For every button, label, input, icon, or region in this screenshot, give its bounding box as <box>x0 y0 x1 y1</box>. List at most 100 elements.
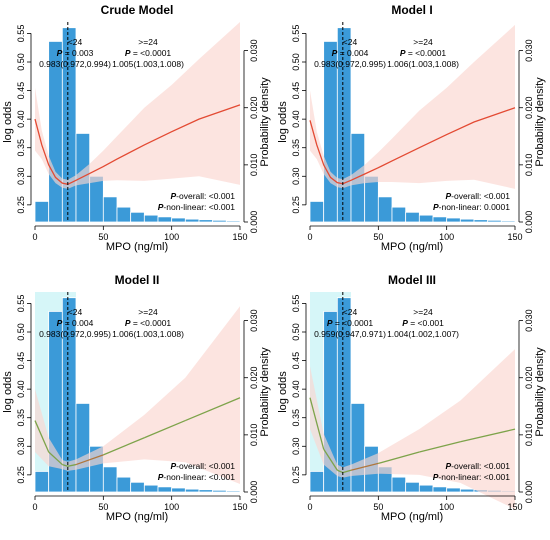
y2-tick-label: 0.010 <box>249 424 259 447</box>
histogram-bar <box>61 27 77 223</box>
annot-right-p-label: P <box>402 318 408 328</box>
annot-right-group: >=24 <box>413 307 433 317</box>
y2-tick-label: 0.010 <box>524 154 534 177</box>
y2-tick-label: 0.010 <box>524 424 534 447</box>
annot-left-group: <24 <box>343 37 358 47</box>
spline-segment <box>350 462 379 471</box>
histogram-bar <box>102 466 118 493</box>
y2-tick-label: 0.030 <box>524 309 534 332</box>
annot-left-or: 0.983(0.972,0.995) <box>39 329 111 339</box>
y-tick-label: 0.25 <box>291 466 301 484</box>
y2-tick-label: 0.020 <box>524 96 534 119</box>
confidence-band <box>35 306 240 484</box>
histogram-bar <box>143 214 159 223</box>
panel-title: Crude Model <box>101 3 174 17</box>
y-tick-label: 0.45 <box>291 82 301 100</box>
p-nonlinear-label: P <box>158 472 164 482</box>
histogram-bar <box>364 175 379 223</box>
y-tick-label: 0.55 <box>291 295 301 313</box>
histogram-bar <box>391 476 407 493</box>
annot-right-or: 1.004(1.002,1.007) <box>387 329 459 339</box>
y2-tick-label: 0.000 <box>249 211 259 234</box>
annot-left-or: 0.959(0.947,0.971) <box>314 329 386 339</box>
histogram-bar <box>432 216 448 223</box>
annot-right-group: >=24 <box>138 307 158 317</box>
y2-tick-label: 0.020 <box>524 366 534 389</box>
y2-tick-label: 0.030 <box>249 39 259 62</box>
histogram-bar <box>309 201 325 223</box>
p-nonlinear-label: P <box>433 202 439 212</box>
x-tick-label: 50 <box>373 502 383 512</box>
y-tick-label: 0.40 <box>16 110 26 128</box>
y-tick-label: 0.35 <box>291 139 301 157</box>
histogram-bar <box>116 476 132 493</box>
annot-right-p-label: P <box>400 48 406 58</box>
annot-right-group: >=24 <box>413 37 433 47</box>
histogram-bar <box>116 206 132 223</box>
histogram-bar <box>157 486 173 493</box>
y2-axis-label: Probability density <box>534 77 546 167</box>
annot-right-p: P = <0.0001 <box>400 48 447 58</box>
p-nonlinear-label: P <box>433 472 439 482</box>
x-tick-label: 100 <box>164 232 179 242</box>
x-axis-label: MPO (ng/ml) <box>381 511 443 523</box>
x-axis-label: MPO (ng/ml) <box>106 241 168 253</box>
histogram-bar <box>446 487 461 493</box>
p-nonlinear-value: -non-linear: 0.0001 <box>439 202 511 212</box>
confidence-band <box>310 24 515 189</box>
annot-right-or: 1.006(1.003,1.008) <box>112 329 184 339</box>
histogram-bar <box>130 211 145 223</box>
p-overall-label: P <box>171 191 177 201</box>
p-nonlinear: P-non-linear: 0.0001 <box>433 202 510 212</box>
y-tick-label: 0.55 <box>16 295 26 313</box>
annot-right-p: P = <0.0001 <box>125 318 172 328</box>
histogram-bar <box>89 175 104 223</box>
spline-segment <box>144 419 186 439</box>
p-overall-label: P <box>446 461 452 471</box>
annot-left-p-value: = 0.004 <box>337 48 368 58</box>
y-tick-label: 0.25 <box>16 196 26 214</box>
y-axis-label: log odds <box>2 371 14 413</box>
p-nonlinear-value: -non-linear: <0.001 <box>163 202 235 212</box>
p-nonlinear-value: -non-linear: <0.001 <box>438 472 510 482</box>
y2-tick-label: 0.030 <box>524 39 534 62</box>
annot-right-p-value: = <0.0001 <box>406 48 447 58</box>
y-tick-label: 0.30 <box>16 168 26 186</box>
p-overall: P-overall: <0.001 <box>446 191 511 201</box>
x-tick-label: 100 <box>164 502 179 512</box>
chart-panel-1: 0.25 0.30 0.35 0.40 0.45 0.50 0.55 0.000 0.010 0.… <box>277 3 546 253</box>
x-tick-label: 50 <box>98 232 108 242</box>
annot-left-group: <24 <box>68 37 83 47</box>
y-tick-label: 0.30 <box>291 168 301 186</box>
p-overall-value: -overall: <0.001 <box>176 461 235 471</box>
annot-left-p: P = <0.0001 <box>327 318 374 328</box>
histogram-bar <box>473 219 489 223</box>
histogram-bar <box>102 196 118 223</box>
x-tick-label: 100 <box>439 232 454 242</box>
y-tick-label: 0.55 <box>291 25 301 43</box>
spline-segment <box>75 454 104 466</box>
p-overall-label: P <box>446 191 452 201</box>
spline-segment <box>419 441 461 453</box>
y-tick-label: 0.55 <box>16 25 26 43</box>
annot-left-group: <24 <box>68 307 83 317</box>
histogram-bar <box>418 214 434 223</box>
histogram-bar <box>184 218 200 223</box>
y-tick-label: 0.40 <box>291 110 301 128</box>
histogram-bar <box>377 196 393 223</box>
histogram-bar <box>212 489 227 493</box>
histogram-bar <box>432 486 448 493</box>
y-tick-label: 0.45 <box>16 82 26 100</box>
x-tick-label: 150 <box>507 502 522 512</box>
spline-segment <box>62 463 68 467</box>
x-axis-label: MPO (ng/ml) <box>381 241 443 253</box>
annot-right-or: 1.006(1.003,1.008) <box>387 59 459 69</box>
histogram-bar <box>184 488 200 493</box>
histogram-bar <box>418 484 434 493</box>
y-axis-label: log odds <box>2 101 14 143</box>
chart-panel-0: 0.25 0.30 0.35 0.40 0.45 0.50 0.55 0.000 0.010 0.… <box>2 3 271 253</box>
annot-right-p: P = <0.001 <box>402 318 444 328</box>
y-tick-label: 0.25 <box>291 196 301 214</box>
x-tick-label: 0 <box>307 502 312 512</box>
